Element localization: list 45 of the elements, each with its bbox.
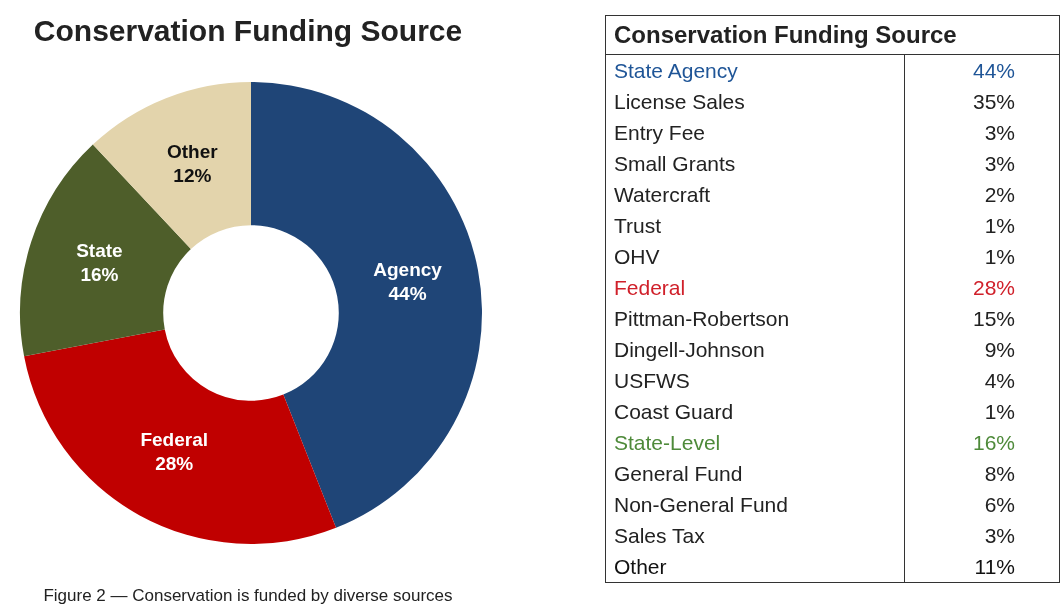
slice-label: State [76,239,123,261]
category-label: License Sales [606,86,905,117]
data-label: 12% [173,165,212,187]
text: 3% [984,152,1015,175]
category-label: Small Grants [606,148,905,179]
text: 2% [984,183,1015,206]
category-label: Other [606,551,905,582]
text: 6% [984,493,1015,516]
text: 11% [974,555,1015,578]
category-label: OHV [606,241,905,272]
data-label: 44% [388,283,427,305]
category-label: Pittman-Robertson [606,303,905,334]
text: 3% [984,121,1015,144]
text: Conservation Funding Source [606,16,1059,55]
category-label: Coast Guard [606,396,905,427]
text: 44% [972,59,1015,82]
category-label: Sales Tax [606,520,905,551]
text: 4% [984,369,1015,392]
text: 16% [972,431,1015,454]
category-label: Trust [606,210,905,241]
slice-label: Federal [140,428,209,450]
slice-label: Agency [373,259,443,281]
category-label: Non-General Fund [606,489,905,520]
slice-label: Other [166,141,219,163]
category-label: State-Level [606,427,905,458]
category-label: State Agency [606,55,905,86]
category-label: Dingell-Johnson [606,334,905,365]
text: 1% [984,245,1015,268]
text: 1% [984,214,1015,237]
text: 28% [972,276,1015,299]
category-label: Federal [606,272,905,303]
text: 35% [972,90,1015,113]
text: 9% [984,338,1015,361]
text: 8% [984,462,1015,485]
data-label: 28% [155,452,194,474]
chart-title: Conservation Funding Source [32,14,464,48]
text: 3% [984,524,1015,547]
caption: Figure 2 — Conservation is funded by diverse sources [42,586,454,606]
data-label: 16% [80,263,119,285]
category-label: Entry Fee [606,117,905,148]
category-label: General Fund [606,458,905,489]
text: 1% [984,400,1015,423]
text: 15% [972,307,1015,330]
category-label: USFWS [606,365,905,396]
category-label: Watercraft [606,179,905,210]
